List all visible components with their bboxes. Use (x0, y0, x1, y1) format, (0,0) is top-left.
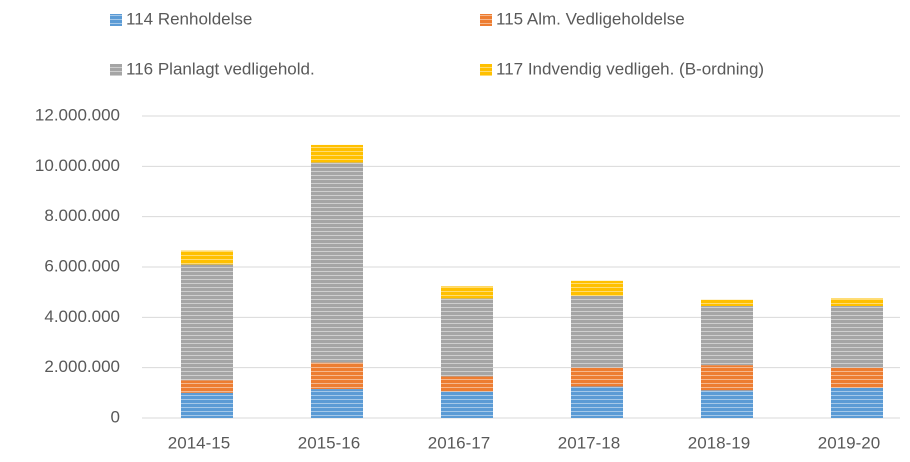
y-tick-label: 10.000.000 (35, 156, 120, 175)
bar-segment (181, 392, 233, 418)
bar-segment (441, 286, 493, 299)
bar-segment (441, 391, 493, 418)
x-tick-label: 2014-15 (168, 433, 230, 452)
legend-label: 117 Indvendig vedligeh. (B-ordning) (496, 59, 764, 78)
bar-segment (831, 387, 883, 418)
bar-segment (311, 362, 363, 390)
bar-segment (831, 367, 883, 388)
legend-swatch (480, 14, 492, 26)
bar-segment (701, 390, 753, 418)
bar-segment (311, 144, 363, 163)
legend-label: 114 Renholdelse (126, 9, 252, 28)
bar-segment (831, 298, 883, 307)
bar-segment (181, 380, 233, 393)
legend-swatch (110, 64, 122, 76)
legend-label: 115 Alm. Vedligeholdelse (496, 9, 685, 28)
y-tick-label: 2.000.000 (44, 357, 120, 376)
y-tick-label: 4.000.000 (44, 307, 120, 326)
x-tick-label: 2016-17 (428, 433, 490, 452)
legend-swatch (110, 14, 122, 26)
bar-segment (831, 306, 883, 368)
x-tick-label: 2019-20 (818, 433, 880, 452)
x-tick-label: 2017-18 (558, 433, 620, 452)
bar-segment (571, 280, 623, 296)
bar-segment (571, 386, 623, 418)
legend-swatch (480, 64, 492, 76)
bar-segment (571, 367, 623, 387)
legend-label: 116 Planlagt vedligehold. (126, 59, 315, 78)
y-tick-label: 8.000.000 (44, 206, 120, 225)
bar-segment (701, 306, 753, 366)
x-tick-label: 2015-16 (298, 433, 360, 452)
y-tick-label: 6.000.000 (44, 256, 120, 275)
bar-segment (571, 295, 623, 368)
bar-segment (311, 389, 363, 418)
bar-segment (701, 299, 753, 307)
bar-segment (441, 298, 493, 377)
bar-segment (701, 365, 753, 391)
y-tick-label: 0 (111, 407, 120, 426)
bar-segment (181, 264, 233, 381)
y-tick-label: 12.000.000 (35, 105, 120, 124)
x-tick-label: 2018-19 (688, 433, 750, 452)
bar-segment (181, 250, 233, 265)
bar-segment (441, 376, 493, 392)
bar-segment (311, 162, 363, 363)
